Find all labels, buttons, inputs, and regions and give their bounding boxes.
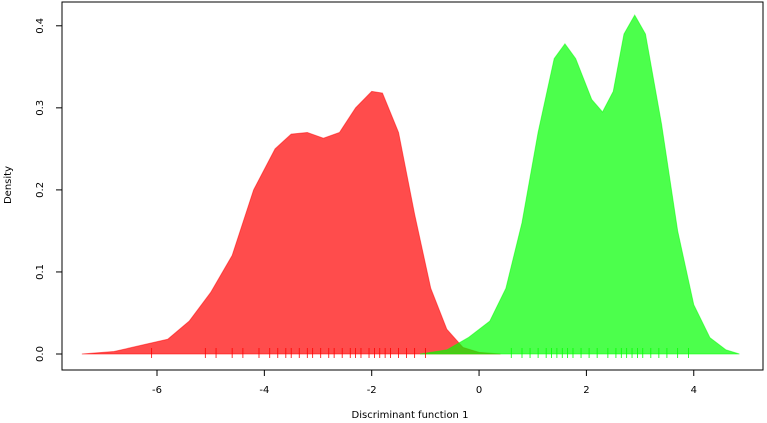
y-tick-label: 0.3 xyxy=(35,100,46,116)
y-tick-label: 0.1 xyxy=(35,264,46,280)
density-area xyxy=(81,90,501,355)
x-tick-label: -4 xyxy=(259,385,269,396)
x-tick-label: 4 xyxy=(691,385,697,396)
y-tick-label: 0.0 xyxy=(35,346,46,362)
density-area xyxy=(419,14,740,355)
x-axis-label: Discriminant function 1 xyxy=(352,410,469,421)
x-tick-label: 2 xyxy=(583,385,589,396)
y-tick-label: 0.2 xyxy=(35,182,46,198)
x-tick-label: -2 xyxy=(367,385,377,396)
x-tick-label: 0 xyxy=(476,385,482,396)
x-tick-label: -6 xyxy=(152,385,162,396)
y-axis-label: Density xyxy=(3,166,14,204)
y-tick-label: 0.4 xyxy=(35,18,46,34)
